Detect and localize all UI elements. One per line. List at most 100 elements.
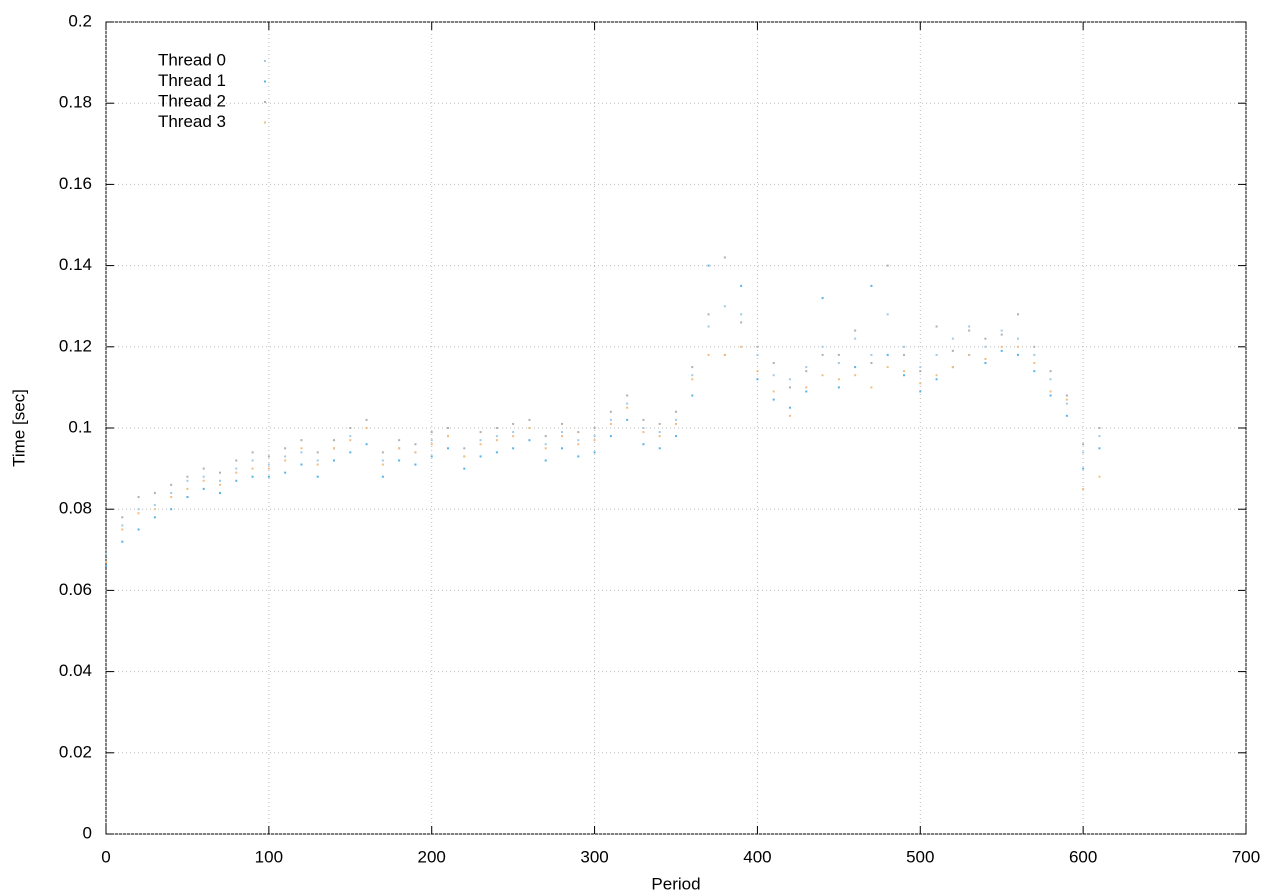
point: [609, 410, 612, 413]
point: [609, 418, 612, 421]
point: [251, 475, 254, 478]
point: [691, 394, 694, 397]
point: [1017, 345, 1019, 348]
point: [186, 487, 189, 490]
point: [789, 386, 791, 389]
point: [447, 435, 449, 438]
point: [854, 337, 857, 340]
point: [381, 459, 384, 462]
point: [365, 427, 368, 429]
point: [316, 451, 319, 454]
point: [935, 374, 938, 377]
point: [886, 264, 889, 267]
point: [805, 390, 808, 393]
point: [300, 451, 303, 454]
point: [463, 447, 466, 450]
point: [854, 366, 857, 369]
y-tick-label: 0: [83, 823, 92, 842]
point: [740, 313, 743, 316]
point: [903, 374, 905, 377]
point: [772, 374, 775, 377]
point: [1017, 353, 1019, 356]
point: [170, 491, 173, 494]
x-tick-label: 300: [580, 847, 608, 866]
point: [398, 439, 401, 442]
point: [968, 329, 971, 332]
point: [593, 439, 596, 442]
x-tick-label: 400: [743, 847, 771, 866]
point: [642, 443, 645, 446]
y-tick-label: 0.12: [59, 336, 92, 355]
point: [137, 512, 140, 515]
point: [577, 439, 580, 442]
point: [903, 353, 905, 356]
point: [495, 435, 498, 438]
point: [561, 447, 563, 450]
point: [968, 325, 971, 328]
point: [495, 439, 498, 442]
point: [219, 491, 221, 494]
point: [935, 353, 938, 356]
point: [821, 345, 824, 348]
y-tick-label: 0.2: [68, 11, 92, 30]
point: [381, 475, 384, 478]
point: [854, 329, 857, 332]
point: [153, 491, 156, 494]
point: [121, 528, 124, 531]
point: [365, 443, 368, 446]
point: [1033, 353, 1036, 356]
point: [479, 455, 482, 458]
point: [284, 455, 287, 458]
y-tick-label: 0.1: [68, 417, 92, 436]
point: [561, 422, 563, 425]
point: [202, 479, 205, 482]
point: [789, 406, 791, 409]
point: [626, 394, 629, 397]
point: [691, 366, 694, 369]
point: [837, 378, 840, 381]
point: [984, 357, 987, 360]
point: [430, 443, 433, 446]
point: [1017, 337, 1019, 340]
point: [170, 496, 173, 499]
point: [1033, 362, 1036, 365]
point: [544, 447, 547, 450]
point: [707, 353, 710, 356]
point: [365, 418, 368, 421]
point: [642, 427, 645, 429]
point: [300, 447, 303, 450]
point: [756, 353, 759, 356]
point: [284, 459, 287, 462]
point: [675, 435, 677, 438]
point: [235, 471, 238, 474]
point: [1082, 451, 1085, 454]
point: [105, 548, 107, 551]
point: [1082, 467, 1085, 470]
point: [609, 422, 612, 425]
point: [153, 516, 156, 519]
point: [186, 496, 189, 499]
point: [495, 427, 498, 429]
point: [593, 435, 596, 438]
point: [642, 431, 645, 434]
point: [821, 297, 824, 300]
point: [577, 443, 580, 446]
y-tick-label: 0.04: [59, 661, 92, 680]
point: [463, 455, 466, 458]
point: [512, 422, 515, 425]
point: [577, 431, 580, 434]
point: [544, 459, 547, 462]
point: [821, 374, 824, 377]
point: [1000, 349, 1003, 352]
point: [235, 459, 238, 462]
point: [903, 370, 905, 373]
point: [723, 353, 726, 356]
point: [886, 353, 889, 356]
point: [691, 378, 694, 381]
point: [886, 313, 889, 316]
point: [153, 508, 156, 511]
x-tick-label: 600: [1069, 847, 1097, 866]
y-tick-label: 0.18: [59, 93, 92, 112]
point: [951, 337, 954, 340]
point: [512, 447, 515, 450]
